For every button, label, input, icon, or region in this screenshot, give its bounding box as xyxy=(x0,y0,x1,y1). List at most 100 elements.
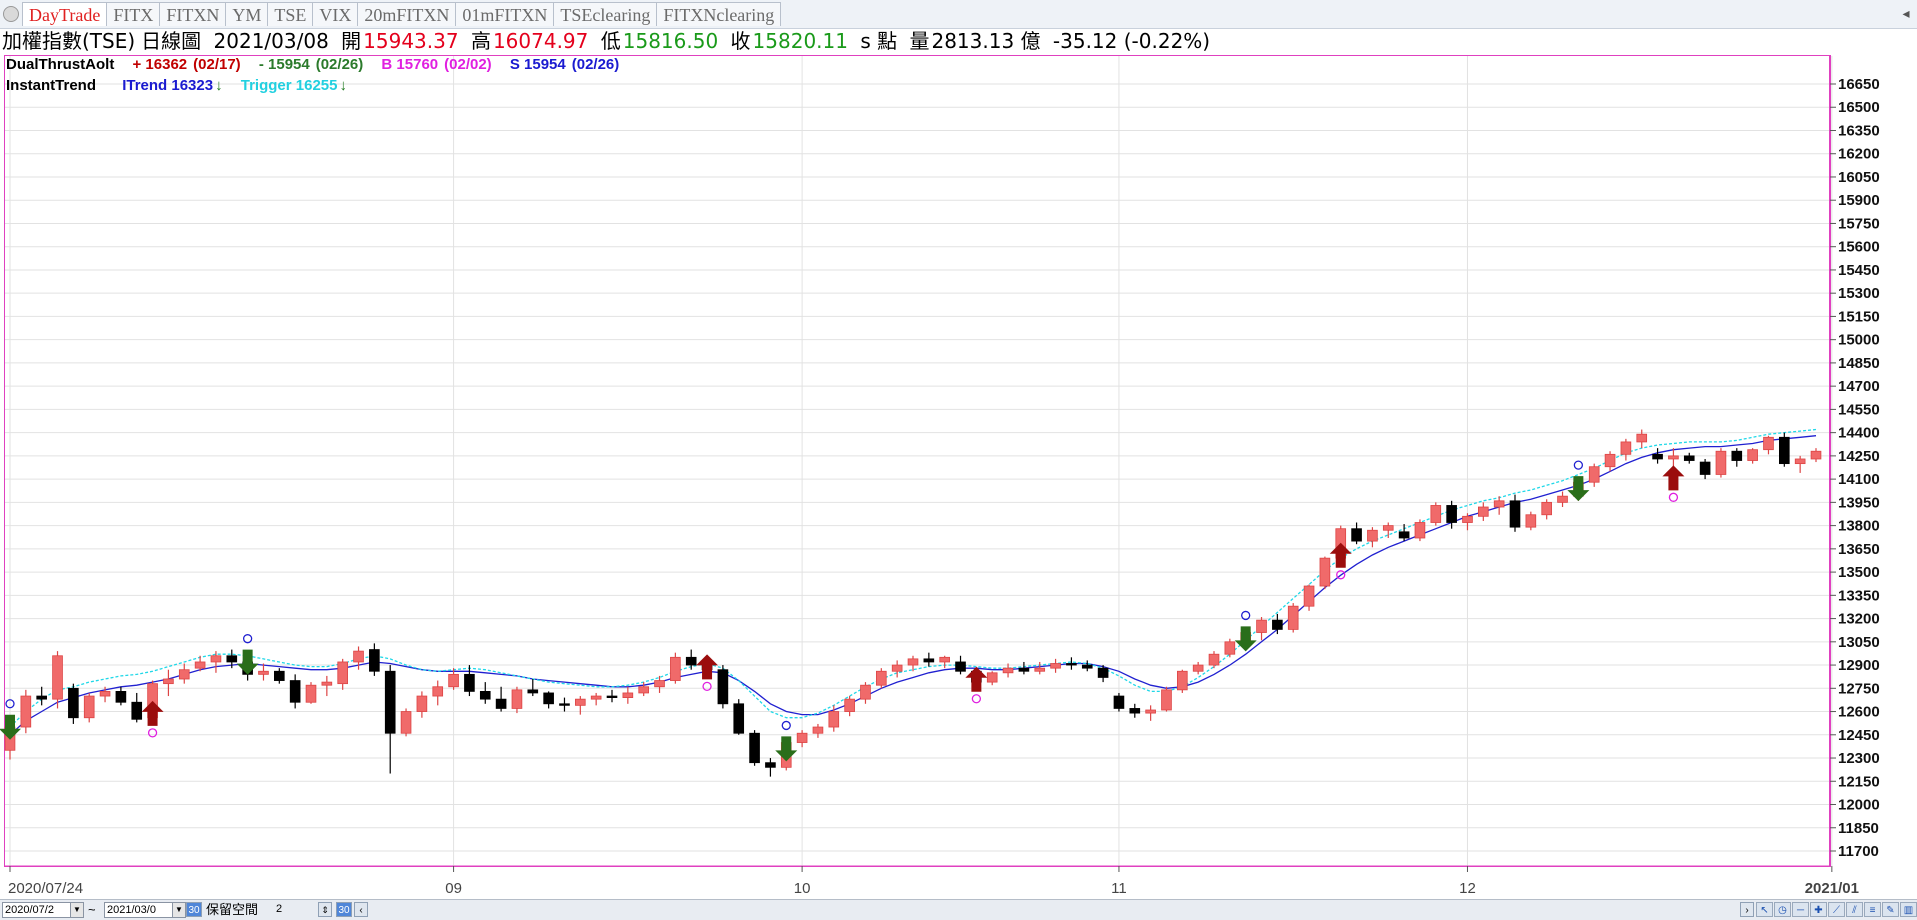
period-30-button[interactable]: 30 xyxy=(186,902,202,917)
candle[interactable] xyxy=(258,663,269,681)
candle[interactable] xyxy=(369,643,380,676)
candle[interactable] xyxy=(1398,524,1410,542)
clock-tool-icon[interactable]: ◷ xyxy=(1774,902,1791,917)
candle[interactable] xyxy=(1208,651,1220,669)
candle[interactable] xyxy=(464,665,475,697)
candle[interactable] xyxy=(1604,451,1616,472)
candle[interactable] xyxy=(1081,660,1093,672)
candle[interactable] xyxy=(1525,511,1537,531)
candle[interactable] xyxy=(1557,491,1568,508)
candle[interactable] xyxy=(1145,705,1156,721)
tab-scroll-icon[interactable]: ◂ xyxy=(1902,5,1910,21)
candle[interactable] xyxy=(1351,522,1362,545)
candle[interactable] xyxy=(400,708,412,737)
candle[interactable] xyxy=(1620,438,1632,461)
candle[interactable] xyxy=(923,652,935,667)
candle[interactable] xyxy=(1414,519,1426,542)
candle[interactable] xyxy=(20,689,32,734)
candle[interactable] xyxy=(955,655,966,675)
candle[interactable] xyxy=(670,652,681,684)
zoom-30-button[interactable]: 30 xyxy=(336,902,352,917)
tab-fitxnclearing[interactable]: FITXNclearing xyxy=(656,2,782,26)
candle[interactable] xyxy=(638,682,649,697)
start-date-select[interactable]: 2020/07/2 ▼ xyxy=(2,902,84,918)
candle[interactable] xyxy=(1652,448,1663,464)
line-tool-icon[interactable]: ─ xyxy=(1792,902,1809,917)
candle[interactable] xyxy=(289,674,301,709)
candle[interactable] xyxy=(321,675,333,697)
cross-tool-icon[interactable]: ✚ xyxy=(1810,902,1827,917)
candle[interactable] xyxy=(939,655,950,669)
candle[interactable] xyxy=(812,723,824,738)
candle[interactable] xyxy=(1113,692,1125,712)
candle[interactable] xyxy=(590,692,602,706)
candle[interactable] xyxy=(733,699,745,735)
candle[interactable] xyxy=(99,686,111,703)
candle[interactable] xyxy=(163,669,174,697)
tab-tseclearing[interactable]: TSEclearing xyxy=(553,2,658,26)
candle[interactable] xyxy=(749,730,760,766)
candle[interactable] xyxy=(1588,463,1600,487)
tab-01mfitxn[interactable]: 01mFITXN xyxy=(455,2,555,26)
candle[interactable] xyxy=(1287,603,1299,633)
candle[interactable] xyxy=(1177,669,1188,693)
scroll-left-icon[interactable]: ‹ xyxy=(354,902,368,917)
candle[interactable] xyxy=(1161,686,1172,712)
tab-tse[interactable]: TSE xyxy=(267,2,314,26)
candle[interactable] xyxy=(844,696,855,717)
candle[interactable] xyxy=(1446,500,1457,529)
tab-fitx[interactable]: FITX xyxy=(106,2,161,26)
candle[interactable] xyxy=(226,649,238,669)
candle[interactable] xyxy=(210,651,222,673)
tab-ym[interactable]: YM xyxy=(225,2,269,26)
candle[interactable] xyxy=(1779,432,1790,467)
candle[interactable] xyxy=(274,668,285,684)
candle[interactable] xyxy=(1303,584,1315,611)
pen-tool-icon[interactable]: ✎ xyxy=(1882,902,1899,917)
candle[interactable] xyxy=(1493,496,1505,515)
candle[interactable] xyxy=(1034,661,1046,675)
candle[interactable] xyxy=(1050,658,1061,673)
arrow-tool-icon[interactable]: ↖ xyxy=(1756,902,1773,917)
candle[interactable] xyxy=(1002,663,1014,678)
candle[interactable] xyxy=(131,692,143,723)
candle[interactable] xyxy=(1382,522,1394,539)
candle[interactable] xyxy=(575,696,586,715)
spinner-icon[interactable]: ⇕ xyxy=(318,902,332,917)
candle[interactable] xyxy=(527,679,539,697)
candle[interactable] xyxy=(1541,499,1552,520)
candle[interactable] xyxy=(1066,657,1077,670)
candle[interactable] xyxy=(765,758,776,777)
candle[interactable] xyxy=(1367,527,1378,548)
candle[interactable] xyxy=(353,646,364,670)
candle[interactable] xyxy=(1462,513,1473,531)
candle[interactable] xyxy=(876,668,887,689)
candle[interactable] xyxy=(796,730,808,748)
candle[interactable] xyxy=(1683,452,1695,464)
candle[interactable] xyxy=(1018,661,1030,675)
candle[interactable] xyxy=(654,675,665,693)
candle[interactable] xyxy=(860,682,871,704)
candle[interactable] xyxy=(511,686,523,714)
candle[interactable] xyxy=(416,691,428,718)
chart-tool-icon[interactable]: ▥ xyxy=(1900,902,1917,917)
candle[interactable] xyxy=(1794,455,1806,473)
candle[interactable] xyxy=(685,649,697,670)
candle[interactable] xyxy=(1715,448,1727,478)
tab-fitxn[interactable]: FITXN xyxy=(159,2,227,26)
candle[interactable] xyxy=(1478,502,1489,521)
candle[interactable] xyxy=(891,660,903,678)
candle[interactable] xyxy=(828,705,840,732)
candle[interactable] xyxy=(1256,617,1267,641)
candle[interactable] xyxy=(68,683,79,724)
candle[interactable] xyxy=(1731,448,1743,467)
candle[interactable] xyxy=(1636,429,1648,449)
candle[interactable] xyxy=(432,680,444,706)
candle[interactable] xyxy=(717,665,729,709)
candle[interactable] xyxy=(194,655,206,672)
fibonacci-tool-icon[interactable]: ≡ xyxy=(1864,902,1881,917)
candle[interactable] xyxy=(559,697,570,712)
candle[interactable] xyxy=(1699,458,1711,480)
candle[interactable] xyxy=(1224,638,1236,658)
candle[interactable] xyxy=(1129,703,1141,718)
